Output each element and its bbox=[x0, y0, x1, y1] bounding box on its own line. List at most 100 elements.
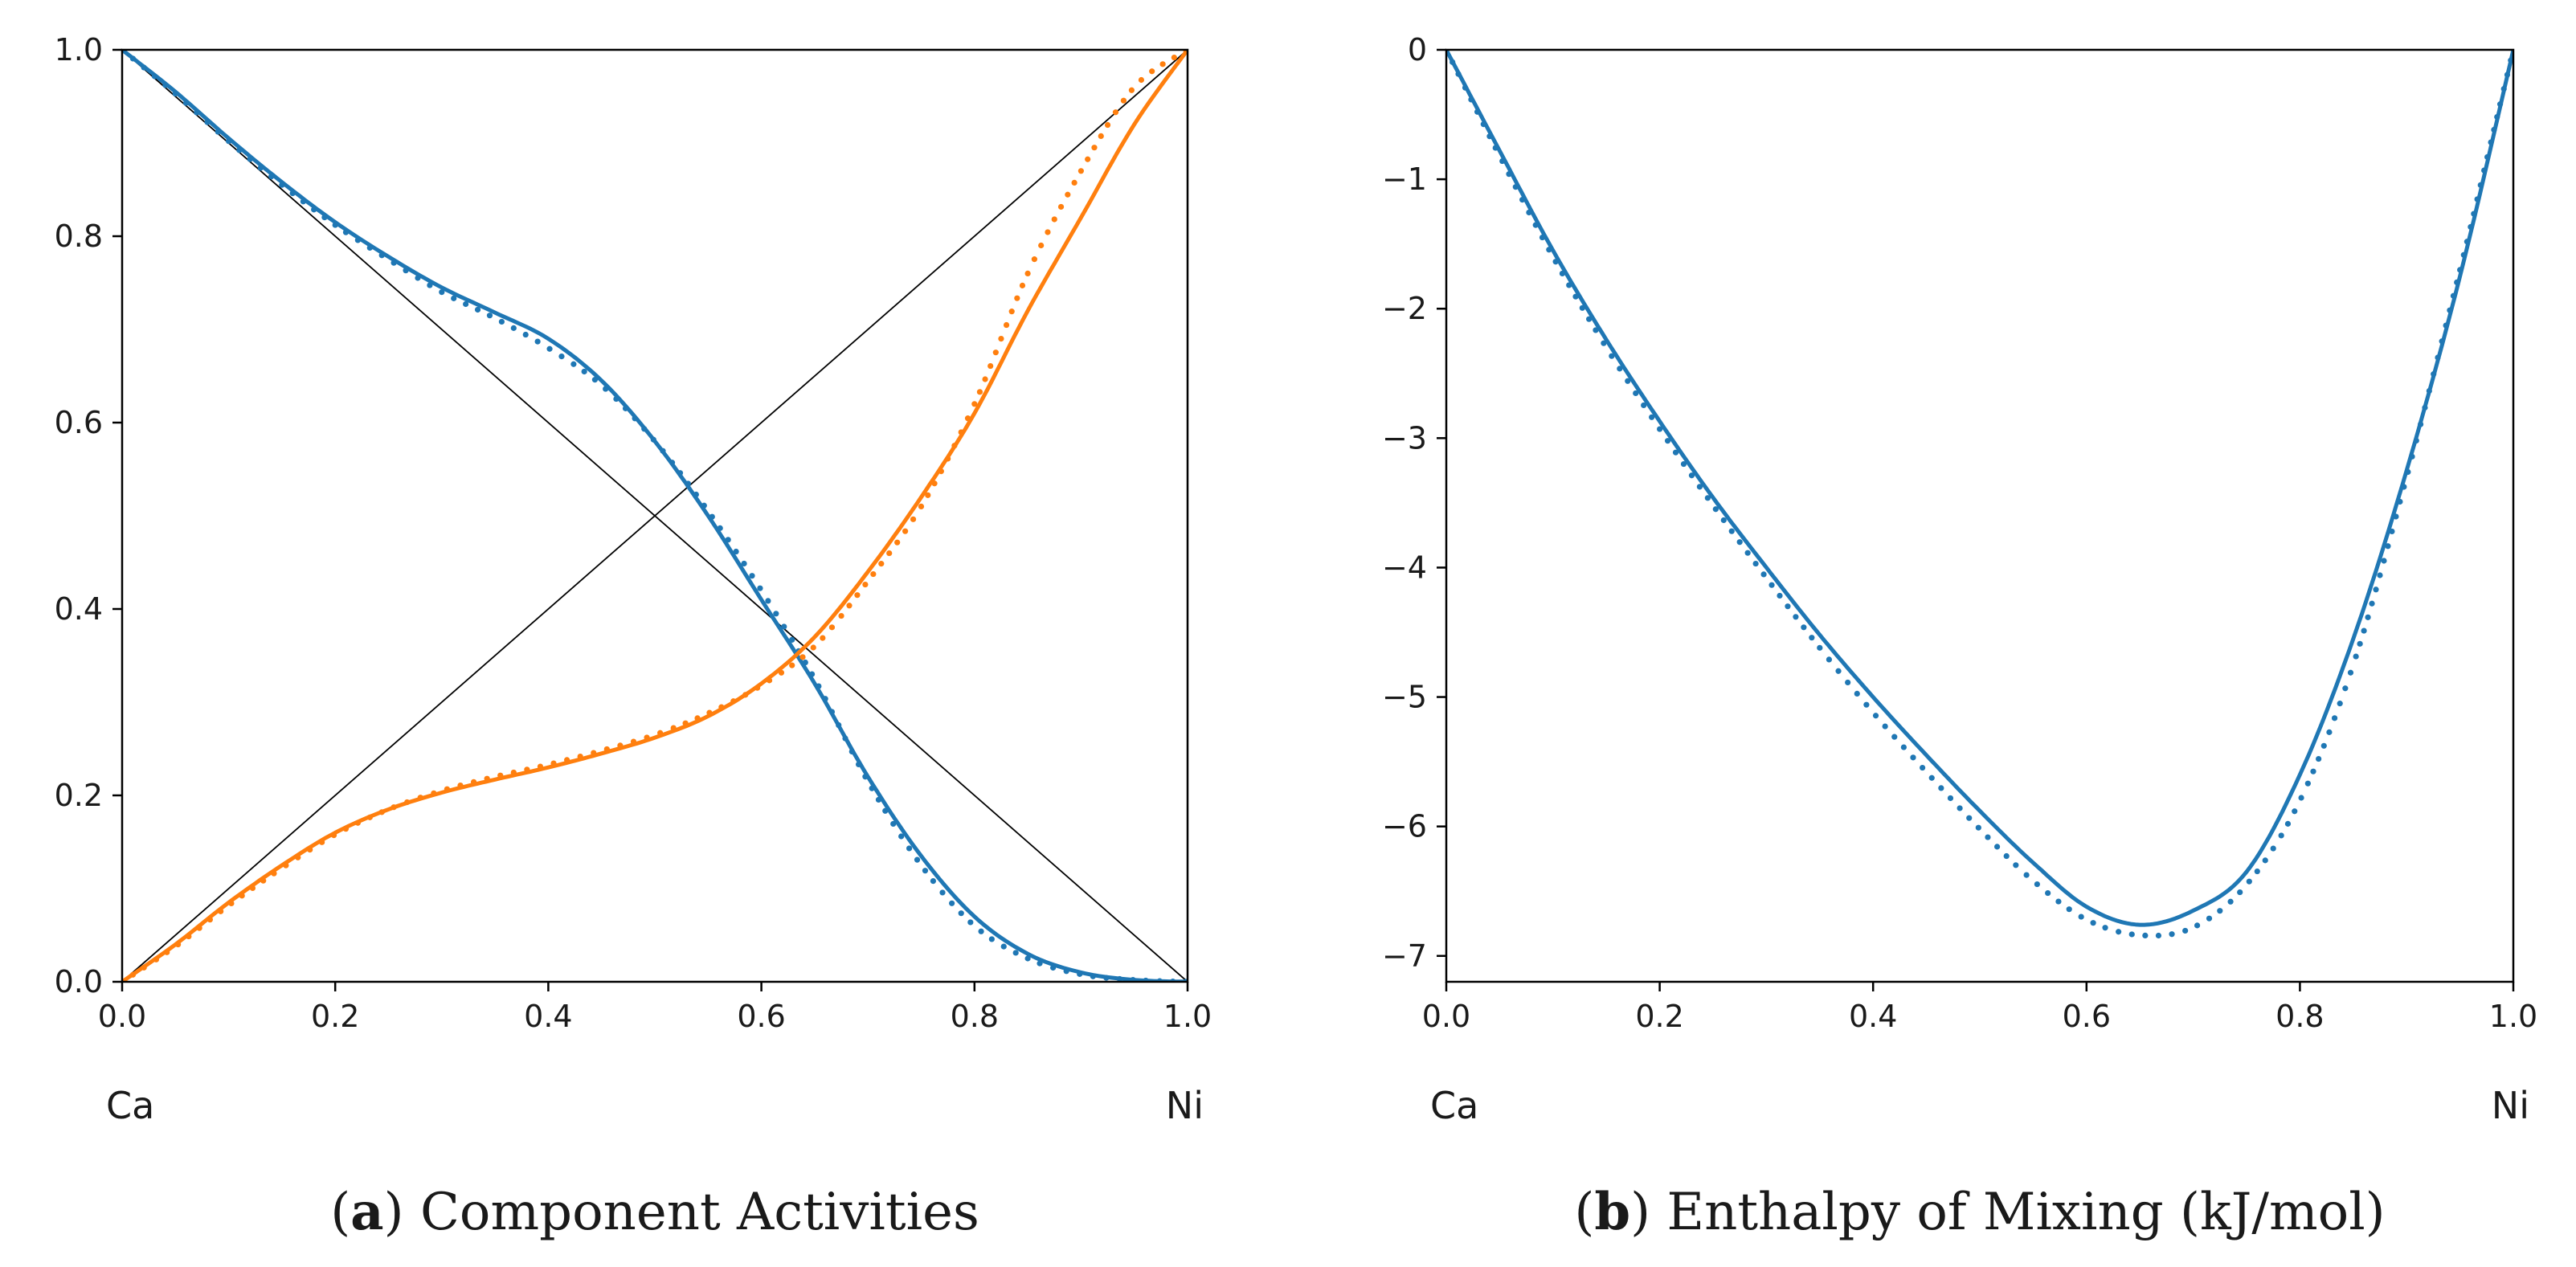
activity-ca-data-point bbox=[660, 448, 666, 454]
activity-ni-data-point bbox=[846, 603, 853, 609]
panel-b-enthalpy: 0.0 0.2 0.4 0.6 0.8 1.0 0 −1 −2 −3 −4 −5 −6 −7 Ca Ni (b)… bbox=[1382, 32, 2537, 1242]
activity-ni-data-point bbox=[354, 819, 361, 826]
enthalpy-data-point bbox=[1499, 157, 1506, 165]
activity-ca-data-point bbox=[427, 282, 433, 288]
enthalpy-data-point bbox=[2393, 513, 2399, 520]
activity-ca-data-point bbox=[781, 623, 787, 630]
activity-ca-data-point bbox=[650, 436, 656, 443]
enthalpy-data-point bbox=[1809, 635, 1815, 641]
caption-letter: b bbox=[1594, 1182, 1630, 1242]
enthalpy-data-point bbox=[1672, 449, 1679, 456]
activity-ni-data-point bbox=[1104, 121, 1111, 129]
activity-ni-data-point bbox=[1019, 282, 1026, 288]
enthalpy-data-point bbox=[1801, 624, 1807, 631]
activity-ni-data-point bbox=[1128, 87, 1135, 93]
activity-ca-data-point bbox=[875, 796, 882, 803]
activity-ca-data-point bbox=[906, 845, 913, 852]
enthalpy-data-point bbox=[1938, 785, 1944, 791]
activity-ni-data-point bbox=[925, 492, 931, 498]
enthalpy-data-point bbox=[1768, 582, 1775, 588]
enthalpy-data-point bbox=[2169, 931, 2175, 938]
enthalpy-data-point bbox=[2435, 354, 2441, 361]
enthalpy-data-point bbox=[1539, 234, 1546, 241]
enthalpy-data-point bbox=[1546, 247, 1552, 253]
enthalpy-data-point bbox=[1928, 775, 1935, 781]
activity-ni-data-point bbox=[1171, 54, 1177, 61]
enthalpy-data-point bbox=[1835, 668, 1842, 674]
x-tick-label-a: 0.8 bbox=[951, 999, 999, 1034]
activity-ni-data-point bbox=[366, 814, 373, 820]
activity-ni-data-point bbox=[307, 846, 313, 853]
x-tick-label-b: 0.2 bbox=[1635, 999, 1683, 1034]
activity-ni-data-point bbox=[617, 742, 624, 749]
activity-ni-data-point bbox=[218, 908, 224, 914]
enthalpy-data-point bbox=[2331, 715, 2338, 721]
enthalpy-data-point bbox=[2055, 898, 2062, 905]
caption-text: ) Enthalpy of Mixing (kJ/mol) bbox=[1630, 1183, 2386, 1242]
activity-ca-data-point bbox=[808, 671, 816, 677]
y-tick-label-a: 0.2 bbox=[55, 778, 103, 813]
caption-text: ) Component Activities bbox=[384, 1183, 979, 1242]
activity-ni-data-point bbox=[828, 624, 836, 631]
activity-ca-data-point bbox=[1130, 976, 1136, 982]
enthalpy-data-point bbox=[1641, 402, 1647, 409]
enthalpy-data-point bbox=[2454, 279, 2460, 286]
enthalpy-data-point bbox=[2298, 795, 2304, 801]
activity-ni-data-point bbox=[564, 757, 570, 763]
activity-ca-data-point bbox=[451, 295, 457, 301]
activity-ca-data-point bbox=[741, 560, 747, 567]
enthalpy-data-point bbox=[2357, 640, 2363, 647]
enthalpy-data-point bbox=[1480, 121, 1486, 128]
enthalpy-data-point bbox=[2316, 755, 2322, 762]
enthalpy-data-point bbox=[1688, 472, 1695, 479]
x-tick-label-a: 1.0 bbox=[1163, 999, 1212, 1034]
enthalpy-data-point bbox=[2090, 920, 2096, 926]
enthalpy-data-point bbox=[1559, 270, 1566, 277]
activity-ni-data-point bbox=[630, 738, 637, 745]
activity-ni-data-point bbox=[457, 782, 464, 789]
enthalpy-data-point bbox=[2426, 387, 2432, 394]
activity-ni-data-point bbox=[1077, 168, 1084, 174]
enthalpy-data-point bbox=[2116, 929, 2122, 935]
enthalpy-data-point bbox=[2496, 101, 2504, 108]
activity-ca-data-point bbox=[570, 361, 577, 367]
enthalpy-data-point bbox=[2405, 468, 2411, 476]
enthalpy-data-point bbox=[1633, 390, 1639, 397]
activity-ni-data-point bbox=[1159, 61, 1166, 67]
activity-ni-data-point bbox=[918, 503, 925, 510]
caption-a: (a) Component Activities bbox=[330, 1182, 979, 1242]
activity-ni-data-point bbox=[129, 971, 137, 978]
enthalpy-data-point bbox=[1777, 592, 1783, 599]
enthalpy-data-point bbox=[1826, 656, 1833, 663]
activity-ni-data-point bbox=[484, 775, 490, 782]
activity-ni-data-point bbox=[810, 644, 816, 651]
activity-ca-data-point bbox=[591, 377, 599, 383]
enthalpy-data-point bbox=[2142, 932, 2149, 939]
activity-ni-data-point bbox=[971, 401, 978, 407]
enthalpy-data-point bbox=[1526, 209, 1532, 216]
activity-ca-data-point bbox=[978, 928, 984, 934]
end-label-left-a: Ca bbox=[106, 1084, 154, 1127]
enthalpy-data-point bbox=[1617, 366, 1623, 372]
activity-ni-data-point bbox=[1045, 229, 1051, 235]
activity-ca-data-point bbox=[141, 64, 147, 71]
enthalpy-data-point bbox=[2045, 889, 2051, 897]
enthalpy-data-point bbox=[1696, 484, 1703, 490]
enthalpy-data-point bbox=[1993, 844, 2001, 850]
enthalpy-data-point bbox=[1704, 495, 1711, 501]
caption-open-paren: ( bbox=[1574, 1183, 1594, 1242]
activity-ca-data-point bbox=[693, 491, 699, 498]
enthalpy-data-point bbox=[2342, 685, 2349, 692]
activity-ni-data-point bbox=[390, 804, 397, 811]
y-tick-label-a: 0.8 bbox=[55, 219, 103, 254]
enthalpy-data-point bbox=[1736, 539, 1743, 546]
activity-ni-data-point bbox=[1085, 156, 1091, 162]
activity-ni-data-point bbox=[431, 790, 437, 796]
activity-ca-data-point bbox=[822, 696, 828, 702]
activity-ca-data-point bbox=[172, 90, 178, 97]
enthalpy-model-line bbox=[1446, 50, 2513, 927]
x-tick-label-a: 0.2 bbox=[311, 999, 359, 1034]
activity-ni-data-point bbox=[1051, 216, 1057, 223]
activity-ca-data-point bbox=[677, 470, 684, 476]
x-tick-label-b: 0.6 bbox=[2063, 999, 2111, 1034]
